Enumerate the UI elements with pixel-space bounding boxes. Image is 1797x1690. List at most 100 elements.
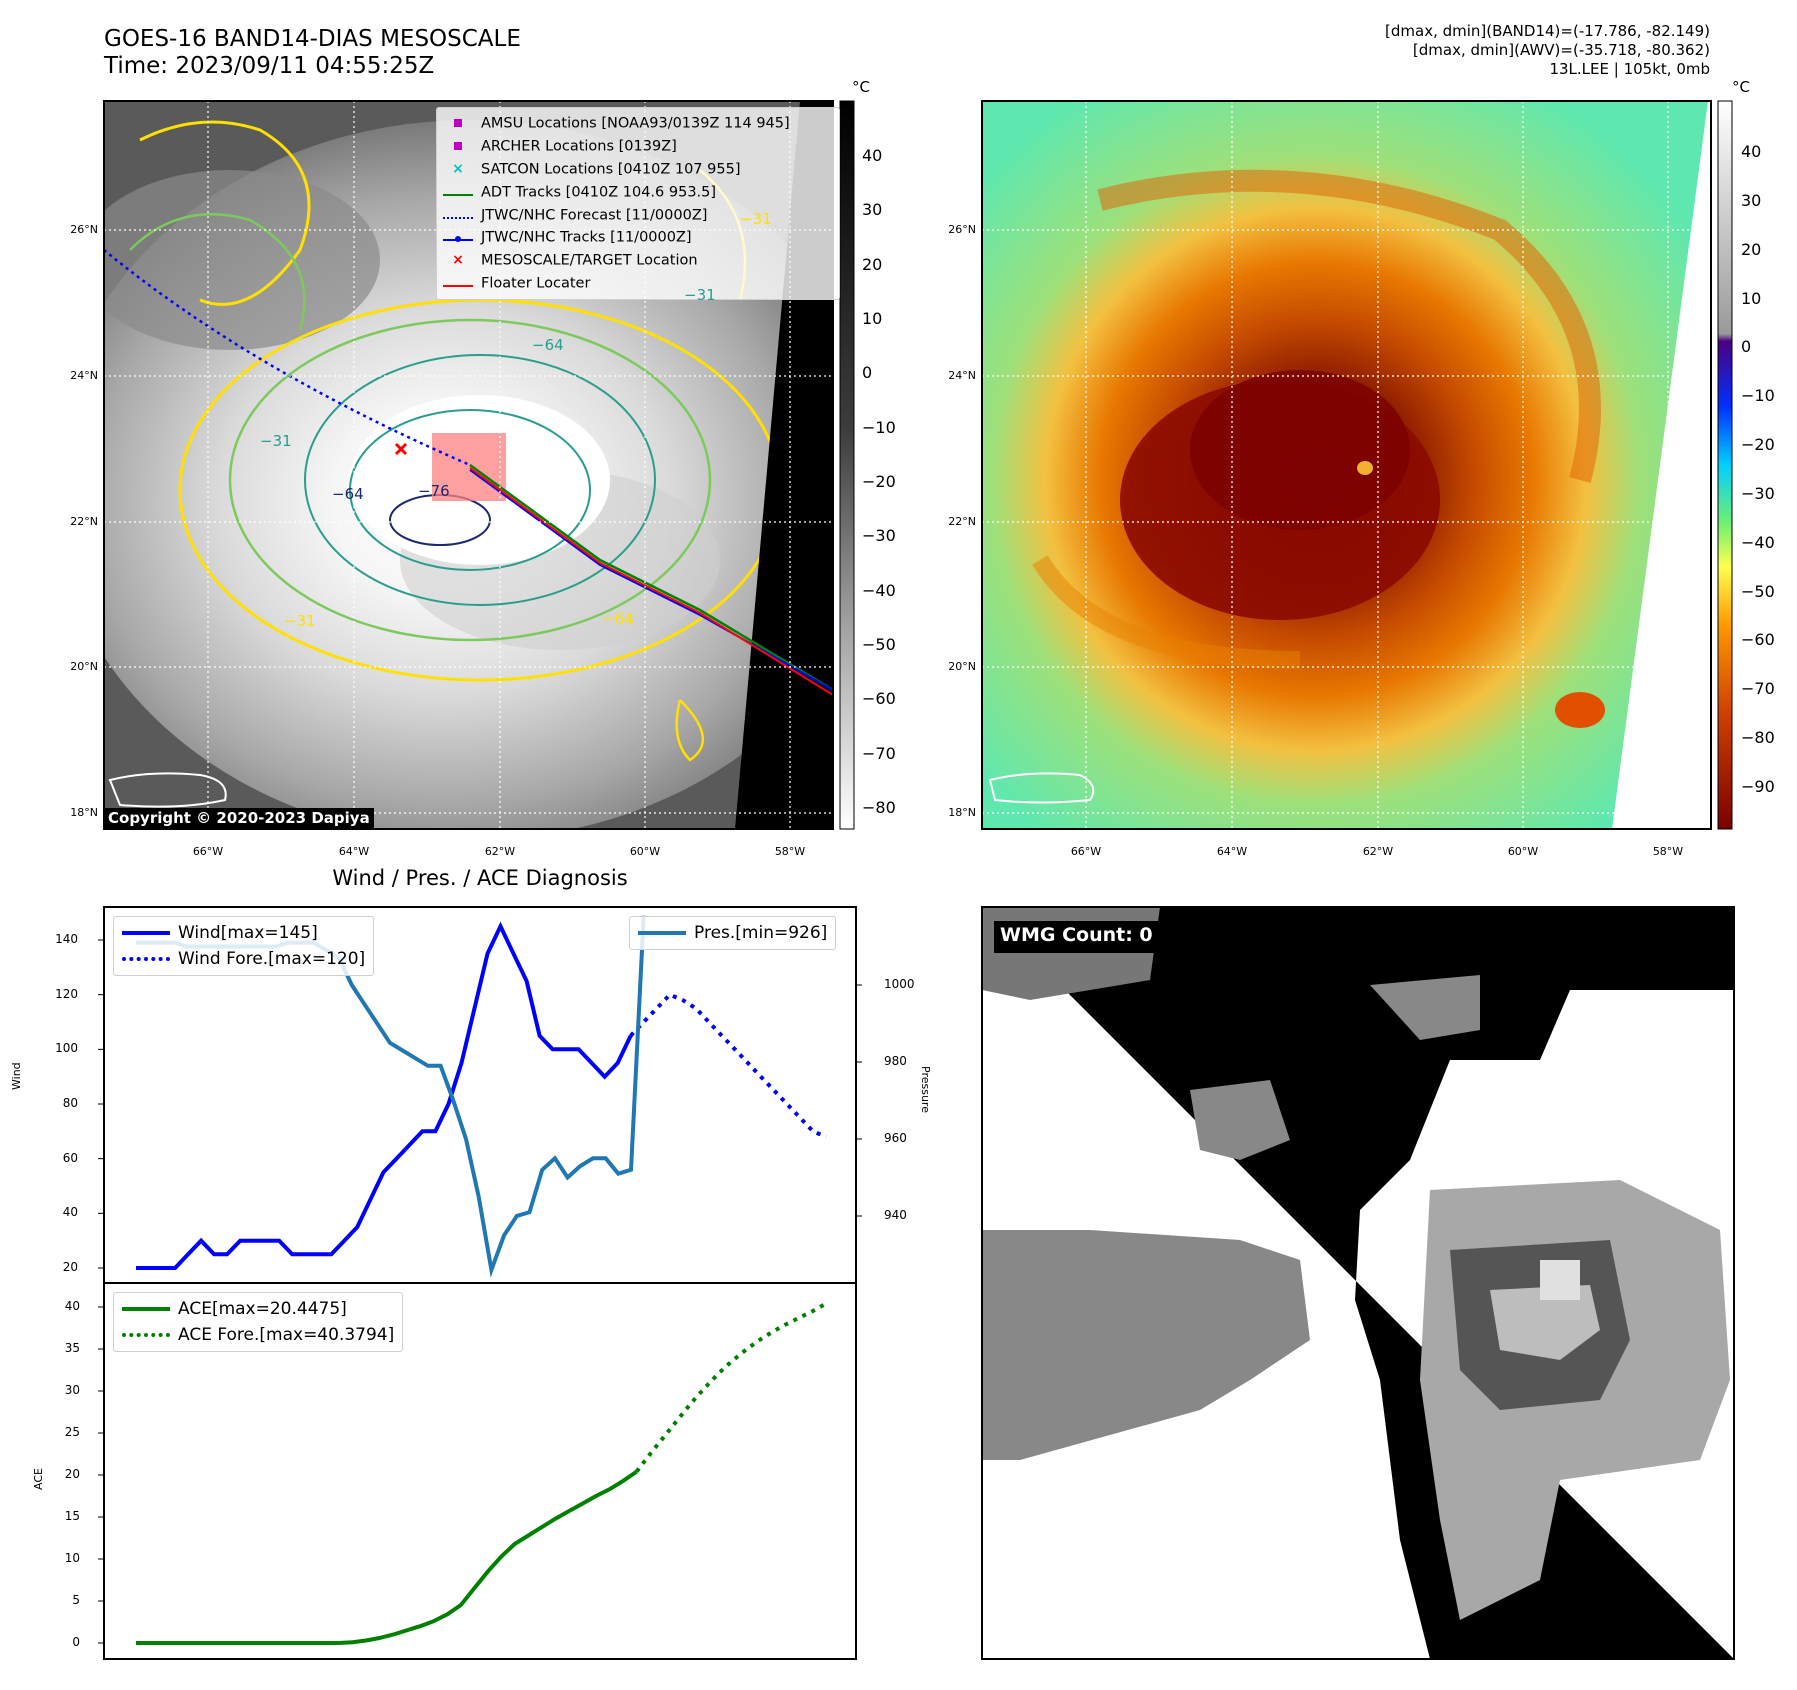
lat-label: 26°N <box>70 223 98 236</box>
lon-label: 58°W <box>1652 845 1684 858</box>
diagnosis-title: Wind / Pres. / ACE Diagnosis <box>332 866 628 890</box>
colorbar-tick: −20 <box>862 472 896 491</box>
map-legend-label: ARCHER Locations [0139Z] <box>481 138 677 155</box>
contour-label: −31 <box>260 432 292 450</box>
legend-ace-fore-label: ACE Fore.[max=40.3794] <box>178 1325 395 1345</box>
colorbar-right-unit: °C <box>1732 78 1750 96</box>
wind-series-line <box>136 921 633 1270</box>
colorbar-tick: 0 <box>862 363 873 383</box>
colorbar-left <box>839 100 855 830</box>
colorbar-tick: −80 <box>862 798 896 817</box>
legend-ace-fore-row: ACE Fore.[max=40.3794] <box>122 1322 394 1348</box>
colorbar-tick: −70 <box>862 743 896 763</box>
colorbar-tick: −40 <box>862 580 896 600</box>
lat-label: 20°N <box>948 660 976 673</box>
legend-swatch-icon <box>443 272 473 295</box>
ace-ylabel: ACE <box>32 1468 45 1490</box>
lon-label: 60°W <box>629 845 661 858</box>
info-line-2: [dmax, dmin](AWV)=(-35.718, -80.362) <box>1412 41 1710 59</box>
colorbar-tick: 0 <box>1741 337 1752 357</box>
wind-tick-label: 100 <box>55 1041 78 1056</box>
ace-tick-label: 5 <box>72 1593 80 1607</box>
wind-tick-label: 20 <box>62 1260 78 1274</box>
floater-box <box>432 433 506 501</box>
lat-label: 24°N <box>948 369 976 382</box>
wind-legend: Wind[max=145] Wind Fore.[max=120] <box>113 916 375 976</box>
legend-swatch-icon: × <box>452 160 464 177</box>
wind-tick-label: 120 <box>55 986 78 1001</box>
map-legend-label: Floater Locater <box>481 275 591 292</box>
info-block: [dmax, dmin](BAND14)=(-17.786, -82.149) … <box>1385 22 1710 79</box>
map-legend-item: JTWC/NHC Forecast [11/0000Z] <box>443 204 833 227</box>
nhc-track <box>469 469 833 691</box>
pressure-tick-label: 940 <box>884 1208 907 1222</box>
contour-label: −64 <box>602 610 634 628</box>
lon-label: 66°W <box>192 845 224 858</box>
legend-swatch-icon <box>443 181 473 204</box>
wind-tick-label: 60 <box>62 1150 78 1165</box>
wmg-image <box>982 907 1734 1659</box>
ace-tick-label: 25 <box>64 1425 80 1439</box>
colorbar-tick: −30 <box>1741 483 1775 503</box>
colorbar-tick: −80 <box>1741 728 1775 748</box>
pressure-tick-label: 960 <box>884 1131 907 1145</box>
pressure-ylabel: Pressure <box>919 1066 932 1113</box>
lat-label: 24°N <box>70 369 98 382</box>
wmg-label-box <box>994 921 1172 953</box>
ace-forecast-series-line <box>635 1301 827 1473</box>
title-line-1: GOES-16 BAND14-DIAS MESOSCALE <box>104 26 521 52</box>
colorbar-tick: 30 <box>1741 190 1762 210</box>
map-legend-label: AMSU Locations [NOAA93/0139Z 114 945] <box>481 115 790 132</box>
lat-label: 22°N <box>70 515 98 528</box>
wind-ylabel: Wind <box>10 1062 23 1090</box>
ace-legend: ACE[max=20.4475] ACE Fore.[max=40.3794] <box>113 1292 404 1352</box>
map-legend: AMSU Locations [NOAA93/0139Z 114 945] ARC… <box>436 107 840 301</box>
lon-label: 62°W <box>1362 845 1394 858</box>
colorbar-tick: −30 <box>862 526 896 546</box>
wind-tick-label: 140 <box>55 932 78 946</box>
ace-tick-label: 0 <box>72 1635 80 1649</box>
ace-series-line <box>136 1469 638 1645</box>
pressure-legend: Pres.[min=926] <box>629 916 837 950</box>
legend-wind-fore-label: Wind Fore.[max=120] <box>178 949 366 969</box>
ace-tick-label: 15 <box>64 1509 80 1523</box>
colorbar-left-unit: °C <box>852 78 870 96</box>
map-legend-label: JTWC/NHC Tracks [11/0000Z] <box>481 229 692 246</box>
ace-tick-label: 20 <box>64 1467 80 1481</box>
colorbar-tick: −90 <box>1741 777 1775 796</box>
lon-label: 66°W <box>1070 845 1102 858</box>
contour-label: −31 <box>284 612 316 630</box>
lon-label: 58°W <box>774 845 806 858</box>
contour-label: −31 <box>740 210 772 228</box>
forecast-track <box>104 249 471 467</box>
lon-label: 64°W <box>338 845 370 858</box>
lat-label: 18°N <box>948 806 976 819</box>
colorbar-tick: −50 <box>862 635 896 654</box>
map-legend-label: SATCON Locations [0410Z 107 955] <box>481 161 741 178</box>
lon-label: 64°W <box>1216 845 1248 858</box>
map-legend-label: ADT Tracks [0410Z 104.6 953.5] <box>481 183 717 200</box>
mesoscale-target-marker <box>394 442 408 456</box>
map-legend-label: JTWC/NHC Forecast [11/0000Z] <box>481 206 708 223</box>
colorbar-tick: 30 <box>862 200 883 220</box>
wind-tick-label: 80 <box>62 1096 78 1110</box>
map-legend-item: ADT Tracks [0410Z 104.6 953.5] <box>443 181 833 204</box>
figure-title: GOES-16 BAND14-DIAS MESOSCALE Time: 2023… <box>104 26 521 80</box>
contour-label: −76 <box>418 482 450 500</box>
colorbar-tick: −20 <box>1741 435 1775 455</box>
colorbar-tick: −60 <box>862 689 896 709</box>
floater-track <box>469 467 833 696</box>
colorbar-tick: 40 <box>1741 142 1762 161</box>
map-legend-item: Floater Locater <box>443 272 833 295</box>
lon-label: 60°W <box>1507 845 1539 858</box>
wind-tick-label: 40 <box>62 1205 78 1220</box>
title-line-2: Time: 2023/09/11 04:55:25Z <box>104 53 435 79</box>
ace-tick-label: 30 <box>64 1383 80 1397</box>
legend-swatch-icon <box>443 226 473 249</box>
colorbar-tick: 10 <box>862 309 883 328</box>
lat-label: 22°N <box>948 515 976 528</box>
info-line-3: 13L.LEE | 105kt, 0mb <box>1549 60 1710 78</box>
lon-label: 62°W <box>484 845 516 858</box>
legend-pressure-row: Pres.[min=926] <box>638 920 827 946</box>
pressure-tick-label: 980 <box>884 1054 907 1068</box>
